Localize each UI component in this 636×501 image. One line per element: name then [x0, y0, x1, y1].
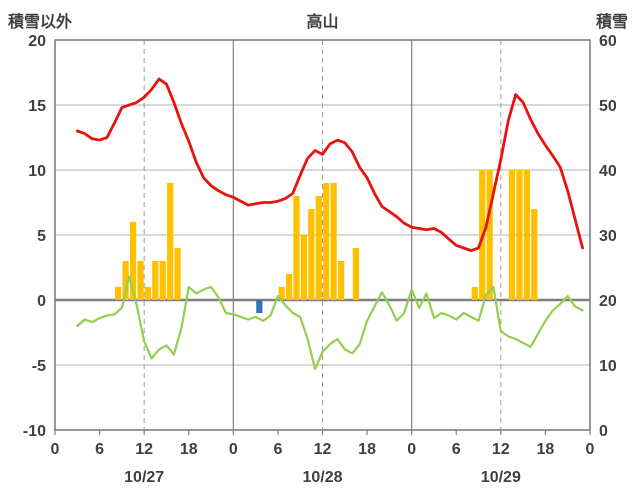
left-axis-title: 積雪以外: [8, 14, 73, 31]
precip-bar: [523, 170, 530, 300]
day-label: 10/29: [481, 469, 521, 486]
secondary-line: [76, 275, 584, 370]
left-axis-tick-label: 5: [37, 228, 46, 245]
right-axis-tick-label: 10: [599, 358, 617, 375]
day-label: 10/27: [124, 469, 164, 486]
precip-bar: [300, 235, 308, 300]
precip-bar: [278, 287, 285, 300]
precip-bar: [285, 274, 293, 300]
precip-bar: [308, 209, 315, 300]
precip-bar: [115, 287, 122, 300]
precip-bar: [137, 261, 144, 300]
precip-bar: [293, 196, 300, 300]
right-axis-tick-label: 0: [599, 423, 608, 440]
left-axis-tick-label: 0: [37, 293, 46, 310]
precip-bar: [174, 248, 181, 300]
left-axis-tick-label: 20: [28, 33, 46, 50]
x-tick-label: 0: [586, 441, 595, 458]
x-tick-label: 18: [537, 441, 555, 458]
precip-bar: [167, 183, 174, 300]
right-axis-tick-label: 50: [599, 98, 617, 115]
right-axis-tick-label: 20: [599, 293, 617, 310]
precip-bar: [144, 287, 151, 300]
right-axis-title: 積雪: [595, 14, 628, 31]
x-tick-label: 6: [273, 441, 282, 458]
precip-bar: [508, 170, 516, 300]
precip-bar: [337, 261, 345, 300]
precip-bar: [486, 170, 493, 300]
precip-bar: [152, 261, 159, 300]
precip-bar: [516, 170, 523, 300]
chart-title: 高山: [306, 14, 339, 31]
precip-bar: [315, 196, 322, 300]
left-axis-tick-label: 10: [28, 163, 46, 180]
precip-bar: [129, 222, 137, 300]
right-axis-tick-label: 40: [599, 163, 617, 180]
precip-bar: [531, 209, 538, 300]
precip-bar: [471, 287, 478, 300]
x-tick-label: 18: [180, 441, 198, 458]
left-axis-tick-label: -5: [32, 358, 46, 375]
x-tick-label: 6: [452, 441, 461, 458]
right-axis-tick-label: 60: [599, 33, 617, 50]
x-tick-label: 12: [314, 441, 332, 458]
right-axis-tick-label: 30: [599, 228, 617, 245]
temperature-line: [75, 77, 584, 253]
day-label: 10/28: [302, 469, 342, 486]
x-tick-label: 18: [358, 441, 376, 458]
snow-bar: [256, 300, 263, 313]
left-axis-tick-label: 15: [28, 98, 46, 115]
x-tick-label: 0: [407, 441, 416, 458]
x-tick-label: 12: [135, 441, 153, 458]
precip-bar: [159, 261, 166, 300]
left-axis-tick-label: -10: [23, 423, 46, 440]
precip-bar: [352, 248, 360, 300]
precip-bar: [122, 261, 129, 300]
x-tick-label: 6: [95, 441, 104, 458]
x-tick-label: 12: [492, 441, 510, 458]
precip-bar: [330, 183, 337, 300]
x-tick-label: 0: [51, 441, 60, 458]
x-tick-label: 0: [229, 441, 238, 458]
precip-bar: [323, 183, 330, 300]
